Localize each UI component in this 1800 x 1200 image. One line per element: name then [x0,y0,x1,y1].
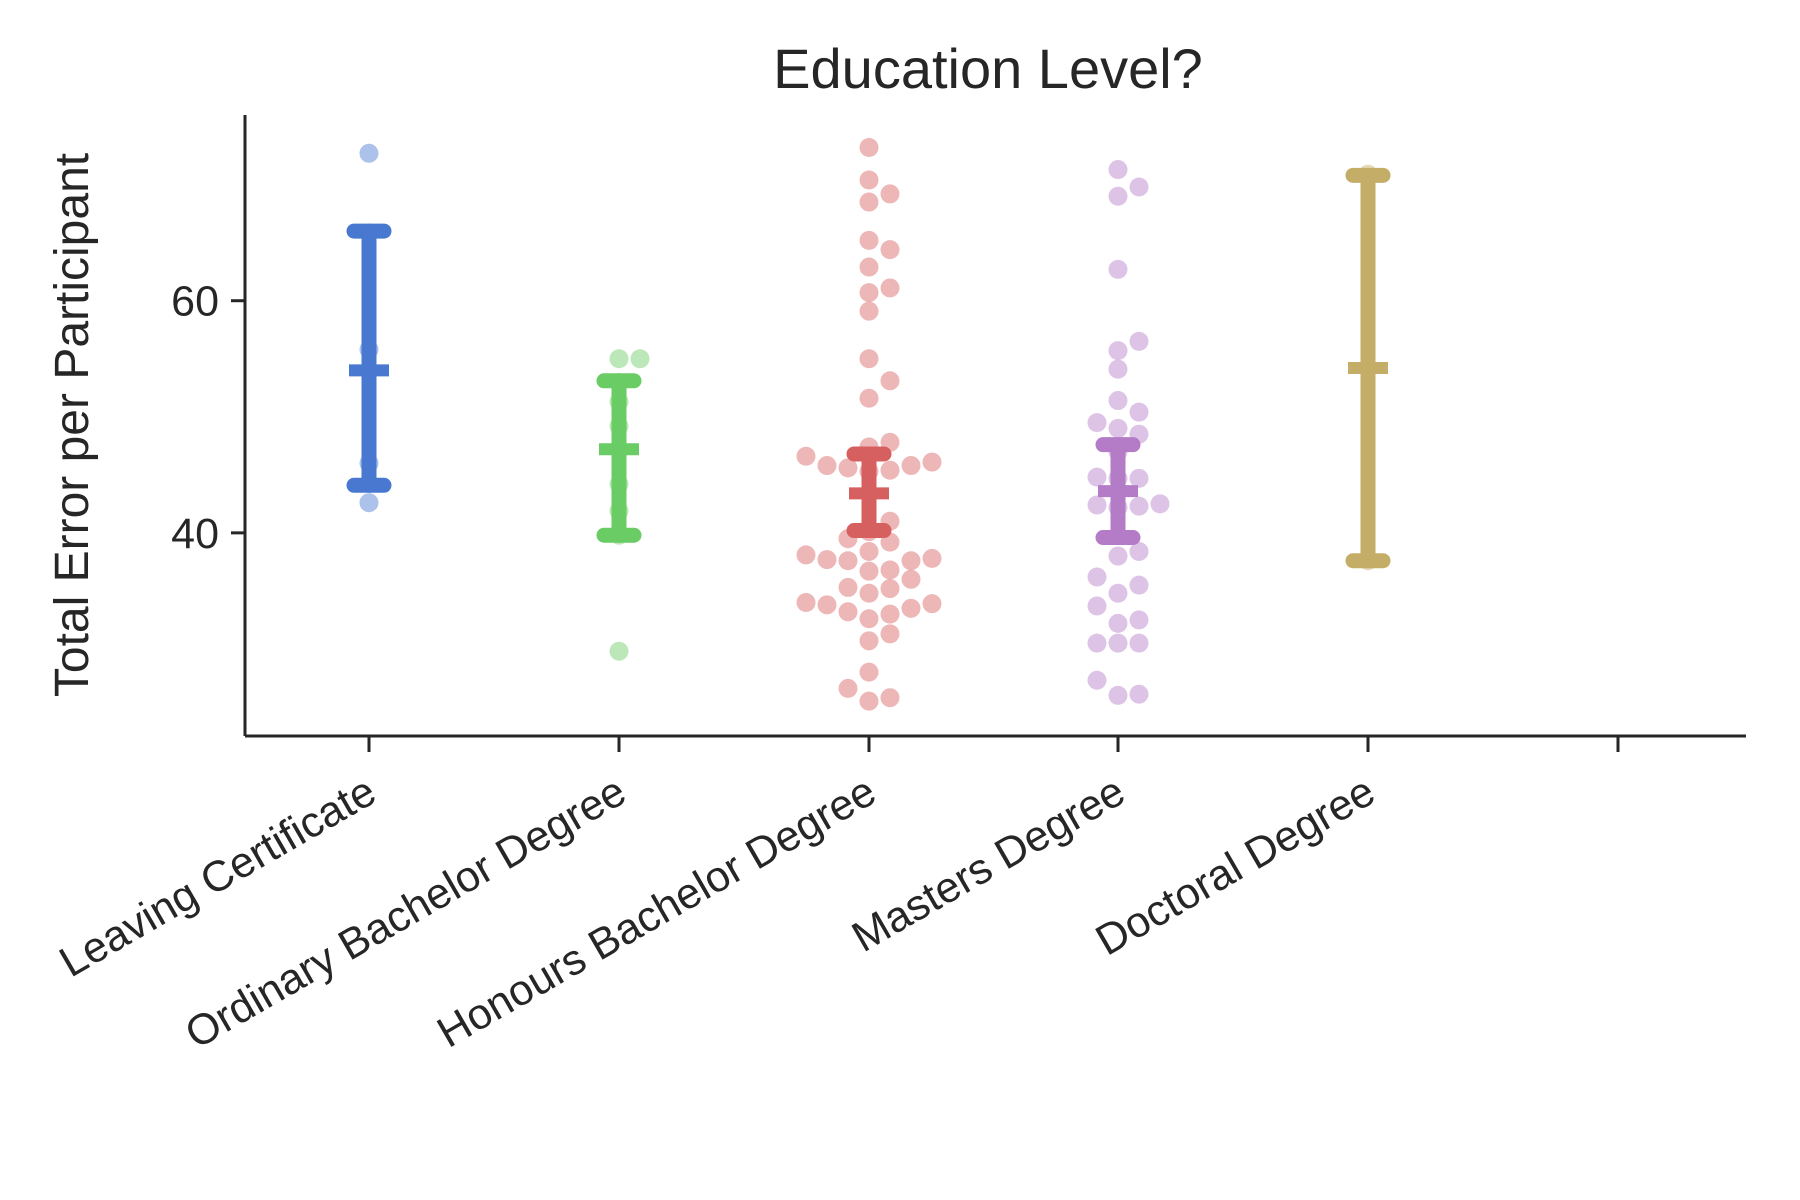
data-point [859,170,879,190]
chart-title: Education Level? [773,37,1203,100]
data-point [817,595,837,615]
data-point [901,551,921,571]
data-point [859,609,879,629]
data-point [1108,341,1128,361]
data-point [901,569,921,589]
data-point [1087,567,1107,587]
data-point [1108,359,1128,379]
data-point [1129,575,1149,595]
data-point [1129,496,1149,516]
data-point [859,138,879,158]
x-tick-label: Doctoral Degree [1088,767,1383,965]
data-point [859,192,879,212]
data-point [817,456,837,476]
data-point [922,594,942,614]
data-point [922,452,942,472]
data-point [880,371,900,391]
data-point [1129,402,1149,422]
x-tick-label: Ordinary Bachelor Degree [177,767,634,1058]
data-point [1108,391,1128,411]
data-point [1108,583,1128,603]
data-point [1129,633,1149,653]
data-point [859,388,879,408]
data-point [880,624,900,644]
data-point [901,598,921,618]
y-tick-label: 60 [171,278,219,326]
error-bar [346,223,392,493]
data-point [1129,177,1149,197]
data-point [1129,468,1149,488]
points-layer [359,138,1378,711]
data-point [1129,541,1149,561]
error-bar [1345,167,1391,569]
data-point [796,593,816,613]
data-point [838,458,858,478]
data-point [1087,495,1107,515]
data-point [1108,418,1128,438]
data-point [859,230,879,250]
data-point [880,560,900,580]
y-tick-label: 40 [171,510,219,558]
data-point [880,604,900,624]
data-point [859,257,879,277]
data-point [859,691,879,711]
data-point [859,541,879,561]
data-point [859,561,879,581]
data-point [859,283,879,303]
data-point [880,240,900,260]
data-point [359,493,379,513]
data-point [1129,610,1149,630]
data-point [922,548,942,568]
data-point [880,579,900,599]
data-point [796,545,816,565]
data-point [1150,494,1170,514]
data-point [1087,596,1107,616]
y-axis-label: Total Error per Participant [46,153,99,697]
data-point [880,278,900,298]
data-point [1108,546,1128,566]
data-point [859,583,879,603]
data-point [1087,633,1107,653]
data-point [859,349,879,369]
data-point [1087,413,1107,433]
data-point [609,641,629,661]
errorbars-layer [346,167,1391,569]
data-point [630,349,650,369]
data-point [838,577,858,597]
data-point [880,460,900,480]
data-point [796,446,816,466]
error-bar [846,446,892,539]
data-point [1129,331,1149,351]
data-point [1108,259,1128,279]
data-point [609,349,629,369]
data-point [1108,633,1128,653]
error-bar [596,373,642,543]
x-tick-label: Masters Degree [844,767,1133,962]
data-point [1108,186,1128,206]
data-point [1108,613,1128,633]
data-point [880,184,900,204]
x-tick-label: Honours Bachelor Degree [429,767,884,1057]
data-point [817,550,837,570]
error-bar [1095,437,1141,546]
data-point [838,551,858,571]
data-point [1108,160,1128,180]
data-point [859,631,879,651]
data-point [838,678,858,698]
data-point [1087,670,1107,690]
data-point [838,602,858,622]
data-point [880,688,900,708]
data-point [859,662,879,682]
data-point [901,456,921,476]
data-point [1129,684,1149,704]
y-ticks: 40 60 [171,278,245,558]
data-point [1108,685,1128,705]
data-point [1087,467,1107,487]
data-point [359,143,379,163]
data-point [859,301,879,321]
